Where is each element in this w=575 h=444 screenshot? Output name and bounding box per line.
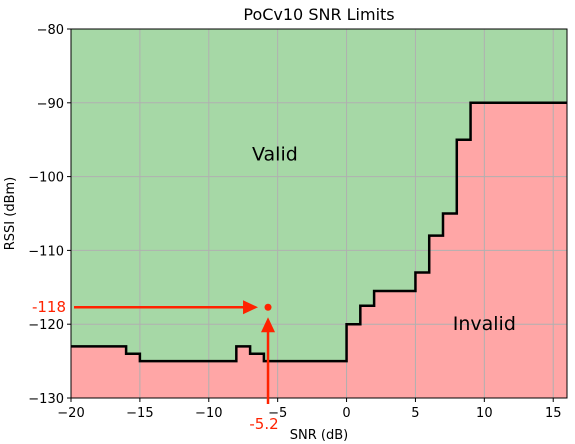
x-tick-label: 0 xyxy=(342,406,350,421)
vertical-arrow-head xyxy=(261,317,276,333)
plot-frame xyxy=(70,28,568,399)
y-tick-label: −110 xyxy=(28,244,64,259)
y-tick-label: −100 xyxy=(28,171,64,186)
marker-point xyxy=(264,303,272,311)
marker-x-label: -5.2 xyxy=(249,415,278,433)
x-tick-label: −20 xyxy=(57,406,84,421)
y-tick-label: −80 xyxy=(37,23,64,38)
x-tick-label: −10 xyxy=(195,406,222,421)
marker-y-label: -118 xyxy=(32,298,66,316)
y-tick-label: −130 xyxy=(28,392,64,407)
horizontal-arrow-head xyxy=(243,300,259,315)
y-tick-label: −120 xyxy=(28,318,64,333)
region-label: Invalid xyxy=(453,313,516,335)
x-tick-label: 5 xyxy=(411,406,419,421)
x-tick-label: −5 xyxy=(268,406,287,421)
valid-region xyxy=(71,29,567,362)
x-axis-label: SNR (dB) xyxy=(290,428,348,443)
region-label: Valid xyxy=(252,143,298,165)
x-tick-label: −15 xyxy=(126,406,153,421)
chart-title: PoCv10 SNR Limits xyxy=(243,5,394,24)
plot-area xyxy=(67,28,568,402)
y-axis-label: RSSI (dBm) xyxy=(3,177,18,250)
x-tick-label: 10 xyxy=(476,406,493,421)
x-tick-label: 15 xyxy=(545,406,562,421)
y-tick-label: −90 xyxy=(37,97,64,112)
limit-curve xyxy=(71,101,567,363)
